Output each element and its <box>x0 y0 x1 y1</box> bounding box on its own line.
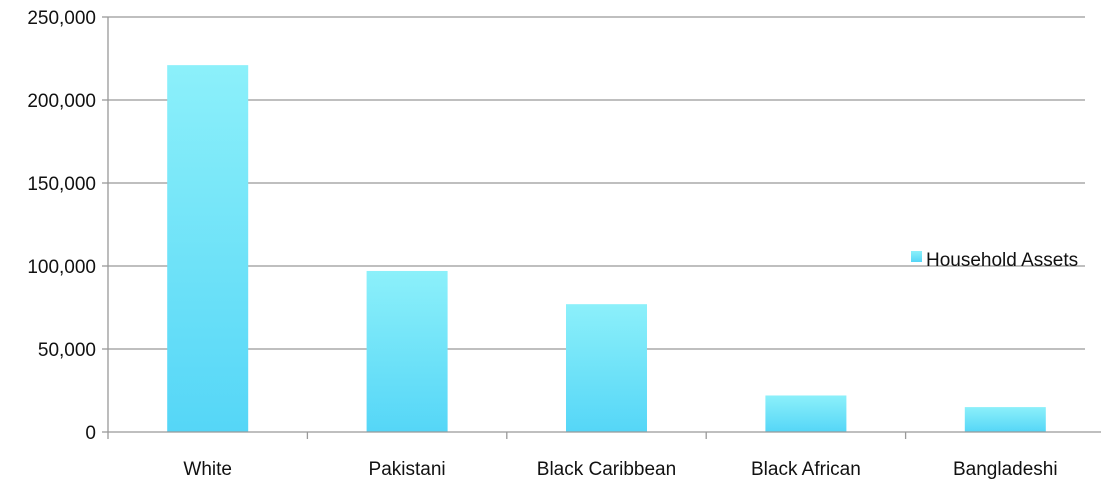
bar <box>964 407 1046 432</box>
bar <box>566 304 647 432</box>
bar <box>366 270 448 432</box>
bars <box>167 65 1046 432</box>
x-category-label: Black Caribbean <box>537 459 676 480</box>
gridlines <box>108 16 1085 350</box>
legend-label: Household Assets <box>926 250 1078 271</box>
y-tick-label: 0 <box>85 423 96 444</box>
axes: 0 50,000 100,000 150,000 200,000 250,000 White… <box>27 8 1101 480</box>
bar <box>765 395 847 432</box>
y-tick-label: 50,000 <box>38 340 96 361</box>
legend-swatch <box>911 251 922 262</box>
bar <box>167 65 249 432</box>
legend: Household Assets <box>911 250 1078 271</box>
x-category-label: Bangladeshi <box>953 459 1058 480</box>
x-category-label: White <box>183 459 232 480</box>
x-category-label: Pakistani <box>369 459 446 480</box>
y-tick-label: 100,000 <box>27 257 96 278</box>
y-tick-label: 150,000 <box>27 174 96 195</box>
y-tick-label: 200,000 <box>27 91 96 112</box>
y-tick-label: 250,000 <box>27 8 96 29</box>
x-category-label: Black African <box>751 459 861 480</box>
